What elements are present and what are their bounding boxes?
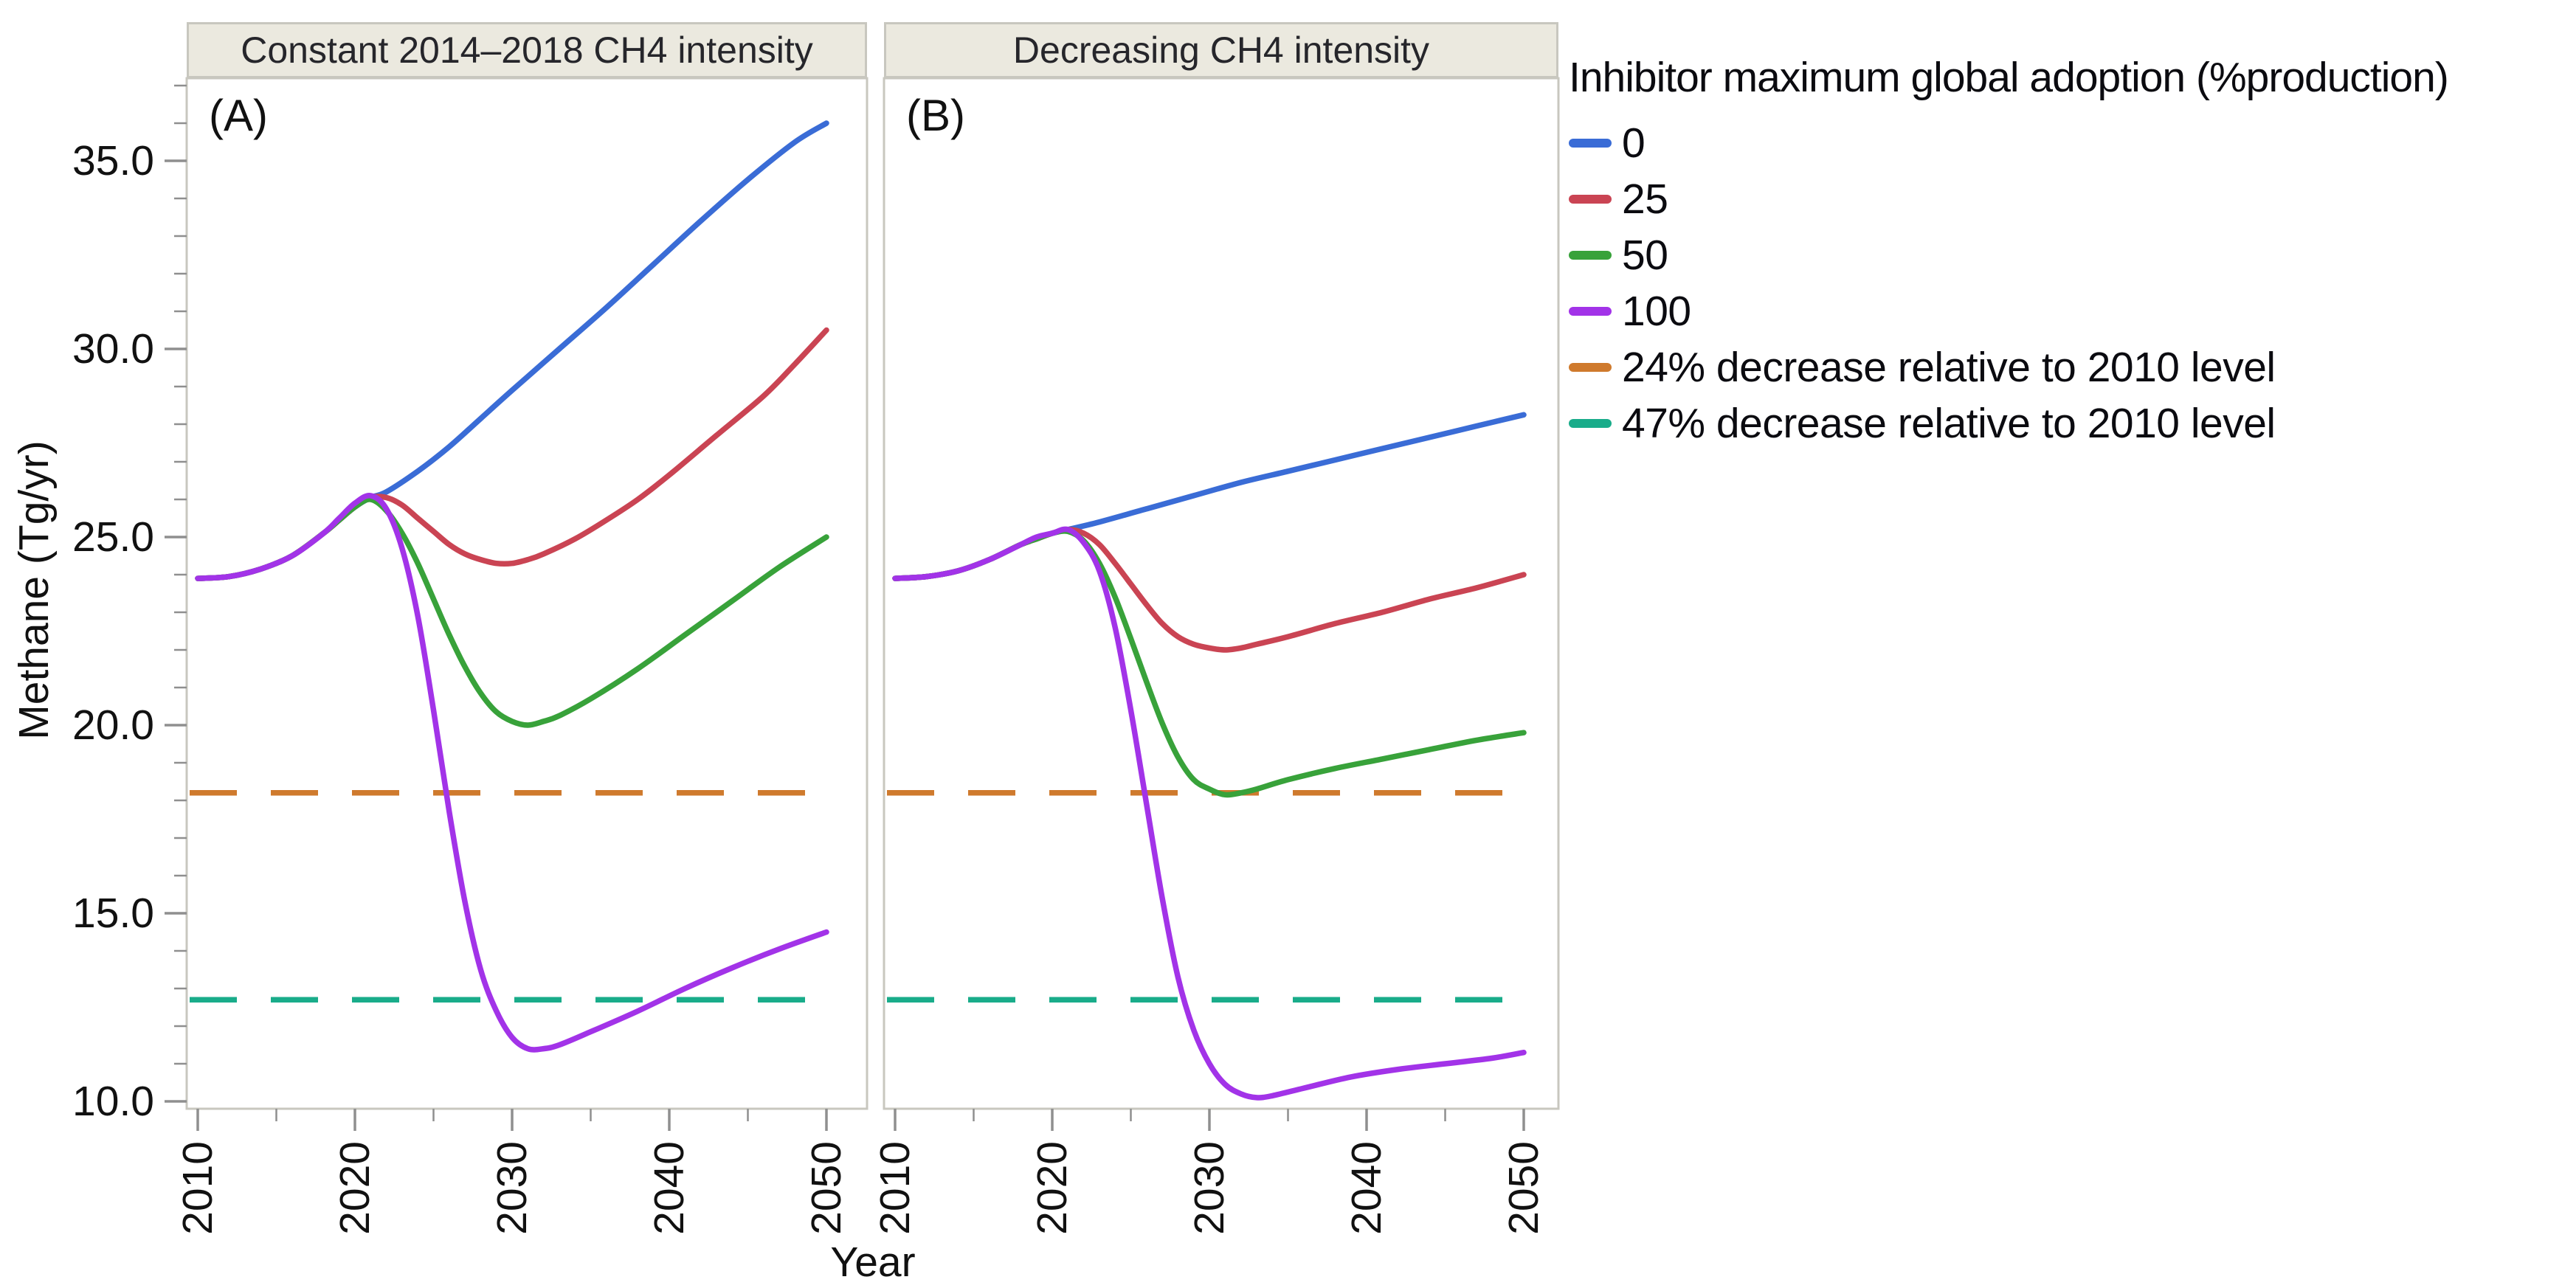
x-tick-label: 2010 <box>174 1141 221 1235</box>
legend-entry-50: 50 <box>1569 227 2572 283</box>
legend-label: 50 <box>1622 232 1668 279</box>
legend-label: 0 <box>1622 120 1646 167</box>
legend-swatch-green <box>1569 251 1612 260</box>
legend-swatch-red <box>1569 195 1612 204</box>
legend-entry-100: 100 <box>1569 283 2572 339</box>
legend-entry-47pct-line: 47% decrease relative to 2010 level <box>1569 395 2572 451</box>
panel-frame-a <box>185 77 869 1110</box>
x-tick-label: 2040 <box>1343 1141 1390 1235</box>
legend-entry-25: 25 <box>1569 171 2572 227</box>
legend-label: 24% decrease relative to 2010 level <box>1622 344 2276 391</box>
legend-swatch-blue <box>1569 139 1612 148</box>
x-tick-label: 2050 <box>1500 1141 1547 1235</box>
panel-b-title: Decreasing CH4 intensity <box>1012 30 1430 71</box>
legend-label: 47% decrease relative to 2010 level <box>1622 400 2276 447</box>
x-tick-label: 2020 <box>1029 1141 1076 1235</box>
x-tick-label: 2020 <box>331 1141 379 1235</box>
x-tick-label: 2050 <box>803 1141 850 1235</box>
x-tick-label: 2010 <box>871 1141 919 1235</box>
legend-label: 100 <box>1622 288 1691 335</box>
panel-a-title: Constant 2014–2018 CH4 intensity <box>241 30 813 71</box>
legend-swatch-purple <box>1569 307 1612 316</box>
legend-label: 25 <box>1622 176 1668 223</box>
x-tick-label: 2030 <box>488 1141 536 1235</box>
x-tick-label: 2030 <box>1186 1141 1233 1235</box>
x-tick-label: 2040 <box>646 1141 693 1235</box>
legend-title: Inhibitor maximum global adoption (%prod… <box>1569 54 2449 101</box>
y-tick-label: 30.0 <box>72 325 154 373</box>
y-tick-label: 15.0 <box>72 890 154 937</box>
x-axis-title: Year <box>830 1239 916 1286</box>
legend-entry-0: 0 <box>1569 115 2572 171</box>
panel-a-letter: (A) <box>209 91 268 140</box>
panel-b-letter: (B) <box>906 91 965 140</box>
y-tick-label: 20.0 <box>72 702 154 749</box>
y-tick-label: 25.0 <box>72 513 154 561</box>
legend-swatch-orange-dashed <box>1569 363 1612 372</box>
y-axis-title: Methane (Tg/yr) <box>10 440 58 740</box>
series-a-100 <box>195 493 829 1053</box>
legend: Inhibitor maximum global adoption (%prod… <box>1569 53 2572 451</box>
panel-a-title-strip: Constant 2014–2018 CH4 intensity <box>187 22 867 78</box>
series-b-100 <box>892 526 1527 1101</box>
legend-entry-24pct-line: 24% decrease relative to 2010 level <box>1569 339 2572 395</box>
y-tick-label: 35.0 <box>72 137 154 184</box>
y-tick-label: 10.0 <box>72 1078 154 1125</box>
legend-swatch-teal-dashed <box>1569 419 1612 428</box>
panel-b-title-strip: Decreasing CH4 intensity <box>884 22 1558 78</box>
